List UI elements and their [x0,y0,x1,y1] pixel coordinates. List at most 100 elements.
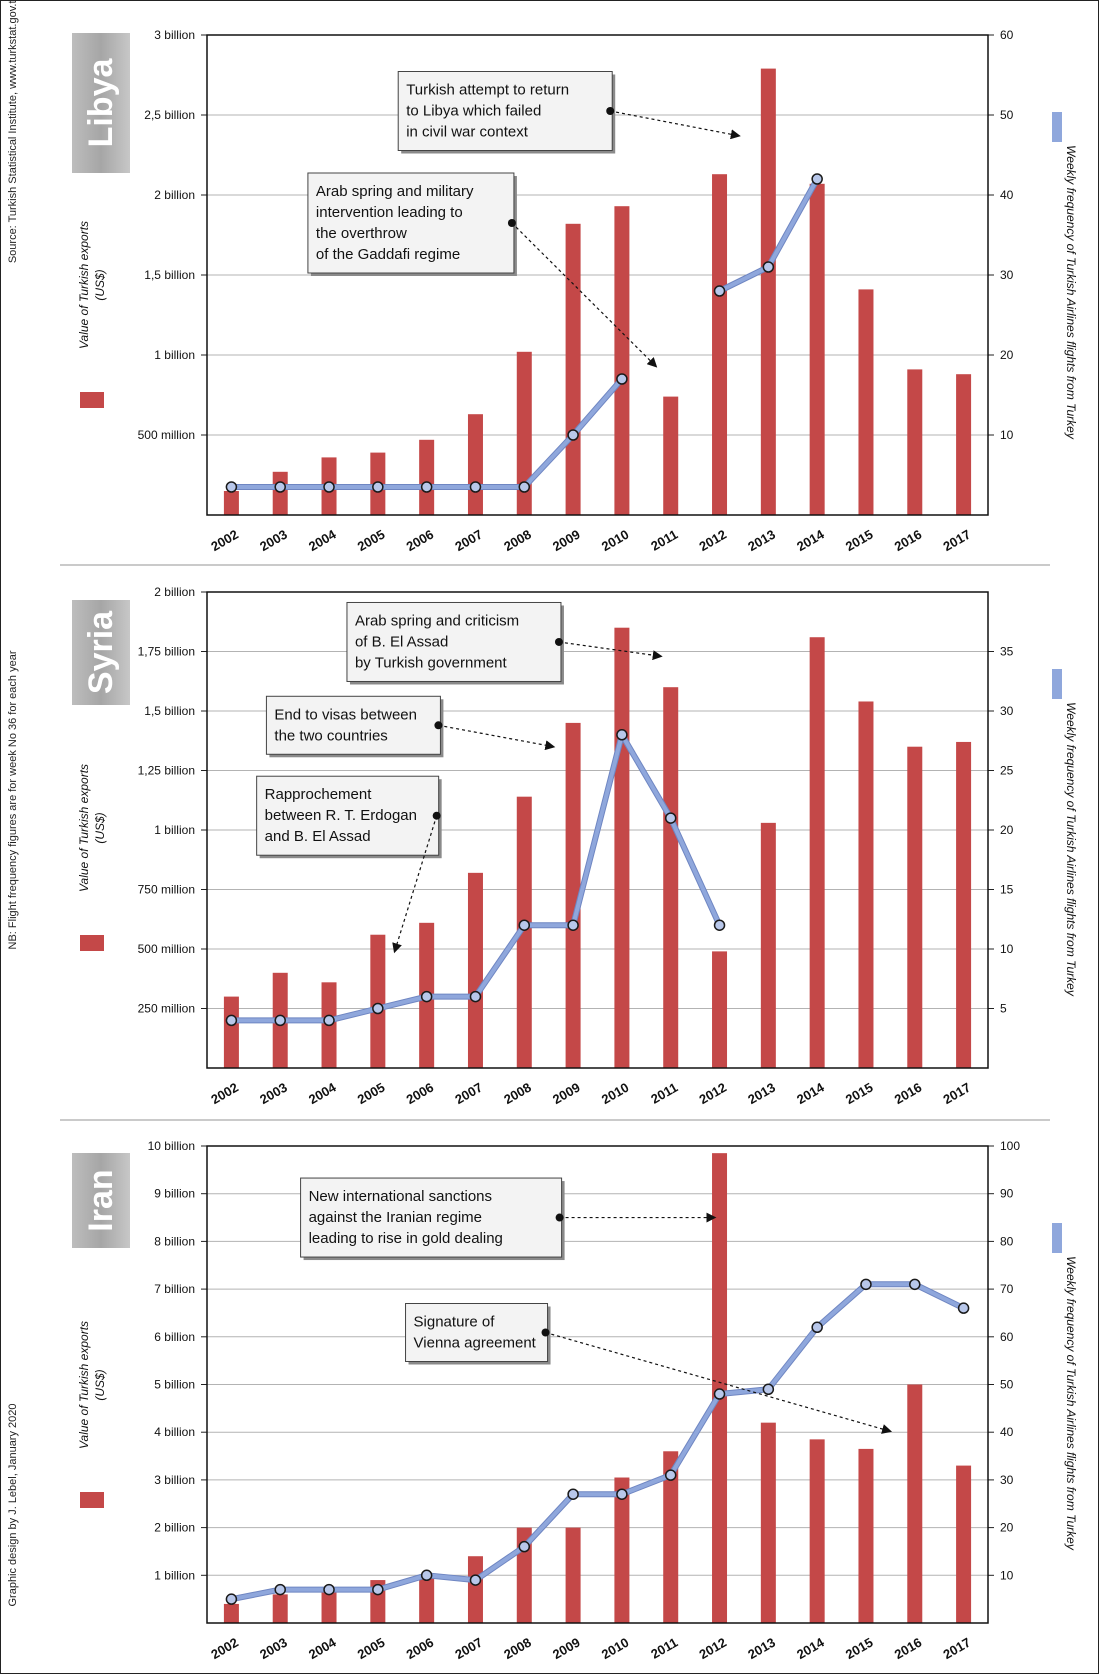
annotation-arrow [511,222,658,368]
bar-2010 [614,206,630,515]
bar-2006 [419,439,435,515]
left-tick-label: 1,5 billion [144,268,195,282]
legend-exports-label: Value of Turkish exports [77,764,91,892]
flights-point-2010 [616,373,628,385]
bar-2007 [467,1556,483,1623]
country-tab-iran [72,1153,130,1248]
bar-2014 [809,637,825,1068]
legend-exports-swatch [80,935,104,951]
annotation-arrow [438,724,556,751]
flights-point-2007 [469,1574,482,1586]
left-tick-label: 500 million [138,942,195,956]
legend-flights-swatch [1052,1223,1062,1253]
flights-point-2005 [372,481,384,493]
plot-frame [206,1145,989,1624]
bar-2008 [516,351,532,515]
annotation-box [265,695,441,755]
legend-flights-label: Weekly frequency of Turkish Airlines fli… [1064,145,1078,440]
left-tick-label: 1 billion [154,1568,195,1582]
left-tick-label: 9 billion [154,1187,195,1201]
bar-2012 [712,1153,728,1623]
right-tick-label: 15 [1000,883,1014,897]
annotation-text: Arab spring and military [316,183,474,200]
left-tick-label: 500 million [138,428,195,442]
bar-2009 [565,722,581,1068]
flights-point-2017 [957,1302,970,1314]
right-tick-label: 60 [1000,28,1014,42]
bar-2012 [712,951,728,1068]
right-tick-label: 20 [1000,348,1014,362]
right-tick-label: 10 [1000,428,1014,442]
chart-panels: 500 million 1 billion 1,5 billion 2 billion… [60,28,1078,1662]
flights-point-2009 [567,429,579,441]
bar-2011 [663,1451,679,1623]
flights-point-2004 [323,1014,335,1027]
annotation-text: the overthrow [316,225,407,242]
annotation-text: and B. El Assad [265,828,371,845]
bar-2013 [760,822,776,1068]
left-tick-label: 4 billion [154,1425,195,1439]
legend-exports-unit: (US$) [93,269,107,300]
bar-2016 [907,369,923,515]
annotation-text: to Libya which failed [406,103,541,120]
flights-point-2013 [762,1383,775,1396]
country-label-iran: Iran [82,1169,120,1231]
bar-2002 [223,491,239,515]
legend-flights-swatch [1052,669,1062,699]
flights-point-2004 [323,481,335,493]
bar-2002 [223,1603,239,1623]
annotation-text: by Turkish government [355,654,508,671]
bar-2011 [663,396,679,515]
left-tick-label: 1,75 billion [138,645,195,659]
right-tick-label: 10 [1000,942,1014,956]
right-tick-label: 40 [1000,1425,1014,1439]
bar-2016 [907,746,923,1068]
bar-2017 [956,374,972,515]
flights-line [229,1282,966,1602]
left-tick-label: 10 billion [148,1139,195,1153]
side-note-source: Source: Turkish Statistical Institute, w… [7,0,19,263]
annotation-box [397,71,613,151]
annotation-text: Rapprochement [265,786,373,803]
legend-exports-swatch [80,392,104,408]
left-tick-label: 6 billion [154,1330,195,1344]
right-tick-label: 90 [1000,1187,1014,1201]
annotation-box [256,775,440,856]
bar-2010 [614,627,630,1068]
right-tick-label: 60 [1000,1330,1014,1344]
annotation-box [346,601,562,682]
country-tab-syria [72,600,130,705]
left-tick-label: 2,5 billion [144,108,195,122]
left-tick-label: 2 billion [154,1521,195,1535]
bar-2011 [663,687,679,1068]
flights-point-2010 [616,1488,628,1500]
annotation-text: of the Gaddafi regime [316,246,460,263]
bar-2009 [565,1527,581,1623]
flights-point-2006 [420,1569,433,1582]
legend-flights-label: Weekly frequency of Turkish Airlines fli… [1064,702,1078,997]
right-tick-label: 70 [1000,1282,1014,1296]
bar-2017 [956,741,972,1068]
legend-exports-unit: (US$) [93,1369,107,1400]
flights-point-2016 [909,1278,921,1291]
flights-point-2015 [860,1278,872,1291]
bar-2016 [907,1384,923,1623]
bar-2002 [223,996,239,1068]
right-tick-label: 50 [1000,1378,1014,1392]
bar-2006 [419,1575,435,1623]
right-tick-label: 35 [1000,645,1014,659]
flights-point-2012 [713,1388,726,1400]
left-tick-label: 7 billion [154,1282,195,1296]
side-note-nb: NB: Flight frequency figures are for wee… [7,650,19,949]
bar-2015 [858,289,874,515]
annotation-text: of B. El Assad [355,633,448,650]
bar-2007 [467,414,483,515]
annotation: Rapprochement between R. T. Erdogan and B.… [256,775,442,954]
annotation-box [307,172,515,274]
bar-2014 [809,1439,825,1623]
flights-point-2014 [811,173,823,185]
right-tick-label: 20 [1000,823,1014,837]
bar-2003 [272,1594,288,1623]
right-tick-label: 5 [1000,1002,1007,1016]
